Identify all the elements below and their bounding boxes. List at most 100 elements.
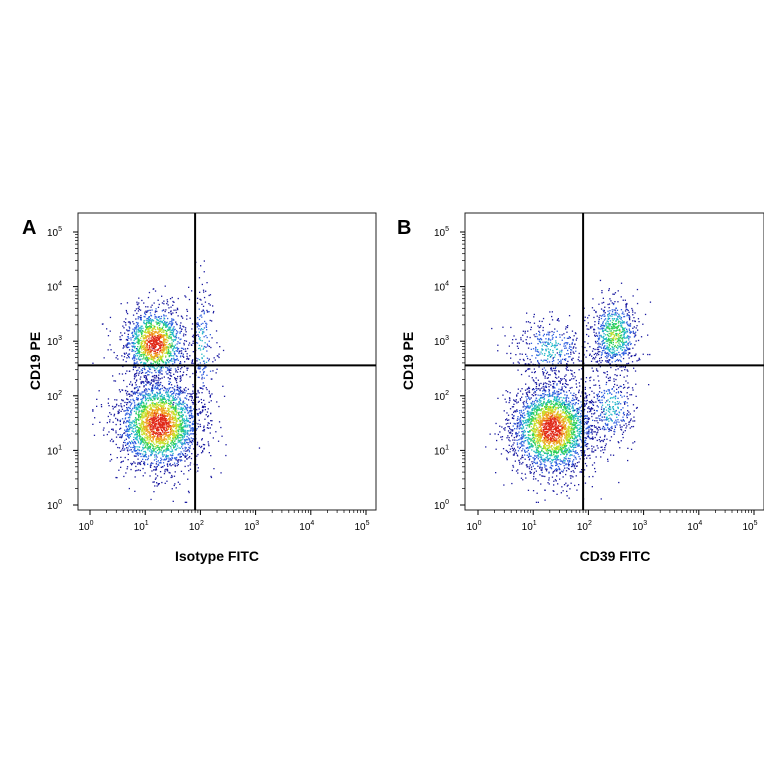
panel-a-event-dot: [208, 401, 210, 403]
panel-a-event-dot: [211, 378, 213, 380]
panel-a-event-dot: [201, 376, 203, 378]
panel-b-event-dot: [579, 471, 581, 473]
panel-a-event-dot: [195, 429, 197, 431]
panel-a-event-dot: [186, 458, 188, 460]
panel-a-event-dot: [133, 330, 136, 333]
panel-a-event-dot: [146, 422, 148, 424]
panel-a-event-dot: [189, 393, 191, 395]
panel-a-event-dot: [210, 346, 212, 349]
panel-a-event-dot: [176, 433, 178, 435]
panel-a-event-dot: [202, 385, 204, 387]
panel-a-event-dot: [142, 354, 144, 356]
panel-a-event-dot: [153, 331, 156, 333]
panel-a-event-dot: [163, 402, 166, 404]
panel-a-event-dot: [135, 409, 137, 411]
panel-b-event-dot: [554, 404, 556, 406]
panel-a-event-dot: [161, 329, 163, 331]
panel-a-event-dot: [148, 422, 150, 424]
panel-b-event-dot: [520, 427, 522, 429]
panel-a-event-dot: [149, 325, 151, 327]
panel-a-event-dot: [147, 394, 149, 396]
panel-a-event-dot: [138, 416, 140, 418]
panel-a-event-dot: [144, 337, 146, 339]
panel-a-event-dot: [147, 412, 150, 415]
panel-a-event-dot: [152, 328, 154, 330]
panel-a-event-dot: [154, 445, 156, 448]
panel-a-event-dot: [152, 324, 154, 327]
panel-a-event-dot: [204, 366, 206, 368]
panel-b-event-dot: [508, 439, 510, 441]
panel-a-event-dot: [161, 418, 163, 420]
panel-b-event-dot: [600, 408, 603, 410]
panel-a-event-dot: [152, 380, 154, 382]
panel-a-event-dot: [128, 426, 130, 428]
panel-a-event-dot: [136, 372, 138, 374]
panel-a-event-dot: [181, 328, 183, 330]
panel-a-event-dot: [154, 404, 156, 406]
panel-a-event-dot: [189, 456, 191, 458]
panel-a-event-dot: [179, 423, 181, 425]
panel-a-event-dot: [162, 431, 164, 433]
panel-b-event-dot: [561, 425, 563, 427]
panel-a-event-dot: [154, 403, 156, 405]
panel-a-event-dot: [141, 427, 144, 429]
panel-a-event-dot: [183, 348, 185, 350]
panel-a-event-dot: [149, 434, 151, 436]
panel-a-event-dot: [162, 412, 164, 414]
panel-a-event-dot: [172, 439, 174, 441]
panel-a-event-dot: [141, 417, 144, 419]
panel-a-event-dot: [151, 426, 153, 428]
panel-a-event-dot: [143, 363, 145, 365]
panel-a-event-dot: [175, 347, 177, 349]
panel-a-event-dot: [175, 398, 177, 401]
panel-a-event-dot: [149, 437, 151, 439]
panel-a-event-dot: [160, 449, 163, 451]
panel-a-event-dot: [187, 430, 189, 432]
panel-a-event-dot: [202, 331, 204, 333]
panel-a-event-dot: [142, 338, 145, 340]
panel-a-event-dot: [153, 409, 156, 411]
panel-a-event-dot: [109, 344, 111, 346]
panel-b-event-dot: [560, 439, 563, 441]
panel-a-event-dot: [205, 290, 207, 292]
panel-a-event-dot: [203, 426, 205, 429]
panel-a-event-dot: [129, 449, 131, 451]
panel-b-event-dot: [544, 432, 546, 434]
panel-b-event-dot: [584, 442, 586, 444]
panel-a-event-dot: [143, 455, 145, 457]
panel-b-event-dot: [555, 441, 557, 443]
panel-b-event-dot: [562, 439, 564, 441]
panel-a-event-dot: [201, 387, 203, 389]
panel-a-event-dot: [128, 434, 130, 436]
panel-a-event-dot: [160, 440, 163, 442]
panel-a-event-dot: [164, 420, 166, 422]
panel-a-event-dot: [163, 315, 165, 317]
panel-a-event-dot: [152, 327, 154, 329]
panel-a-event-dot: [202, 289, 205, 291]
panel-a-event-dot: [134, 332, 136, 334]
panel-a-event-dot: [152, 445, 154, 447]
panel-a-event-dot: [115, 406, 117, 408]
panel-a-event-dot: [108, 405, 110, 407]
panel-b-event-dot: [511, 417, 514, 419]
panel-a-event-dot: [139, 351, 141, 353]
panel-a-event-dot: [133, 406, 135, 408]
panel-a-event-dot: [134, 455, 136, 457]
panel-a-event-dot: [212, 305, 214, 307]
panel-a-event-dot: [142, 467, 144, 470]
panel-a-event-dot: [160, 333, 162, 336]
panel-a-event-dot: [167, 441, 169, 443]
panel-a-event-dot: [172, 355, 175, 357]
panel-a-event-dot: [126, 402, 128, 404]
panel-a-event-dot: [126, 398, 128, 400]
panel-a-event-dot: [144, 443, 146, 445]
panel-a-event-dot: [180, 322, 182, 324]
panel-a-event-dot: [173, 326, 175, 328]
panel-a-event-dot: [124, 414, 127, 416]
panel-a-event-dot: [145, 420, 147, 422]
panel-a-event-dot: [151, 391, 153, 394]
panel-a-event-dot: [161, 466, 164, 468]
panel-a-event-dot: [168, 402, 170, 405]
panel-a-event-dot: [177, 350, 179, 352]
panel-a-event-dot: [142, 441, 145, 443]
